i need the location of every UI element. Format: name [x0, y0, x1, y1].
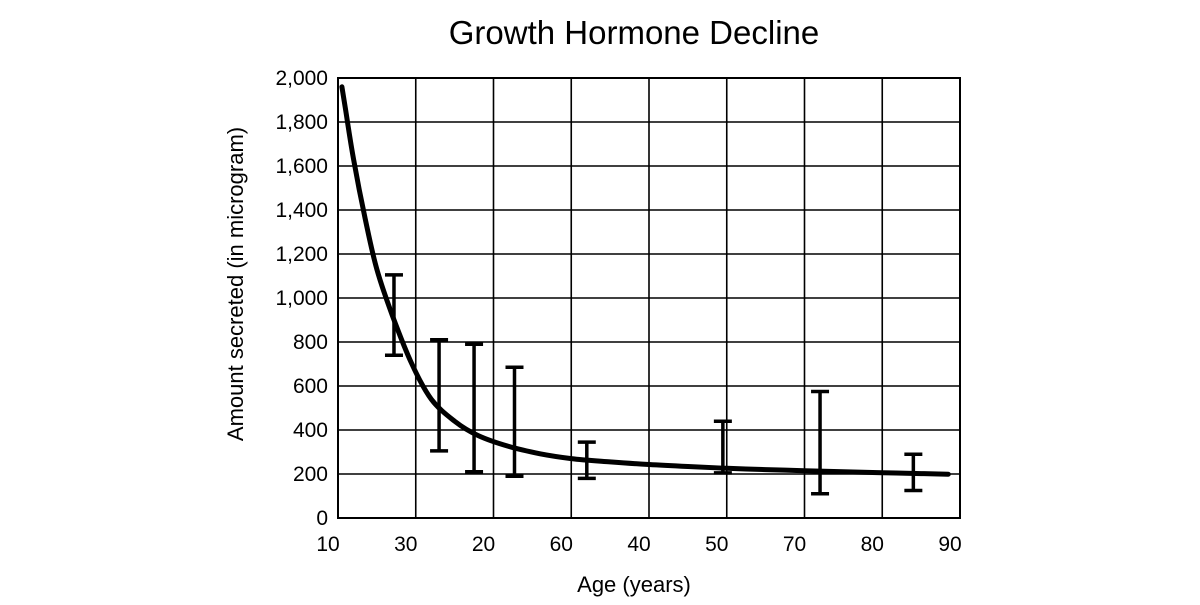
x-tick-label: 90 — [938, 533, 961, 556]
chart-title: Growth Hormone Decline — [449, 14, 819, 51]
decline-curve — [339, 84, 951, 477]
error-bar — [430, 338, 449, 453]
error-bar — [811, 389, 830, 496]
y-axis-label: Amount secreted (in microgram) — [223, 127, 248, 441]
y-tick-label: 1,600 — [275, 155, 328, 178]
y-tick-label: 1,000 — [275, 287, 328, 310]
error-bars — [384, 273, 923, 496]
y-tick-label: 1,200 — [275, 243, 328, 266]
x-tick-label: 70 — [783, 533, 806, 556]
x-tick-label: 20 — [472, 533, 495, 556]
y-tick-label: 0 — [316, 507, 328, 530]
y-tick-label: 600 — [293, 375, 328, 398]
x-tick-label: 30 — [394, 533, 417, 556]
y-axis-ticks: 0 200 400 600 800 1,000 1,200 1,400 1,600 1,800 2,… — [275, 67, 328, 530]
x-tick-label: 40 — [627, 533, 650, 556]
y-tick-label: 2,000 — [275, 67, 328, 90]
y-tick-label: 1,400 — [275, 199, 328, 222]
x-axis-ticks: 10 30 20 60 40 50 70 80 90 — [316, 533, 961, 556]
x-tick-label: 60 — [550, 533, 573, 556]
y-tick-label: 400 — [293, 419, 328, 442]
x-tick-label: 50 — [705, 533, 728, 556]
y-tick-label: 200 — [293, 463, 328, 486]
x-axis-label: Age (years) — [577, 572, 691, 597]
error-bar — [713, 419, 732, 475]
error-bar — [465, 342, 484, 474]
x-tick-label: 80 — [861, 533, 884, 556]
error-bar — [505, 365, 524, 478]
y-tick-label: 800 — [293, 331, 328, 354]
plot-frame — [337, 77, 961, 519]
x-tick-label: 10 — [316, 533, 339, 556]
y-tick-label: 1,800 — [275, 111, 328, 134]
